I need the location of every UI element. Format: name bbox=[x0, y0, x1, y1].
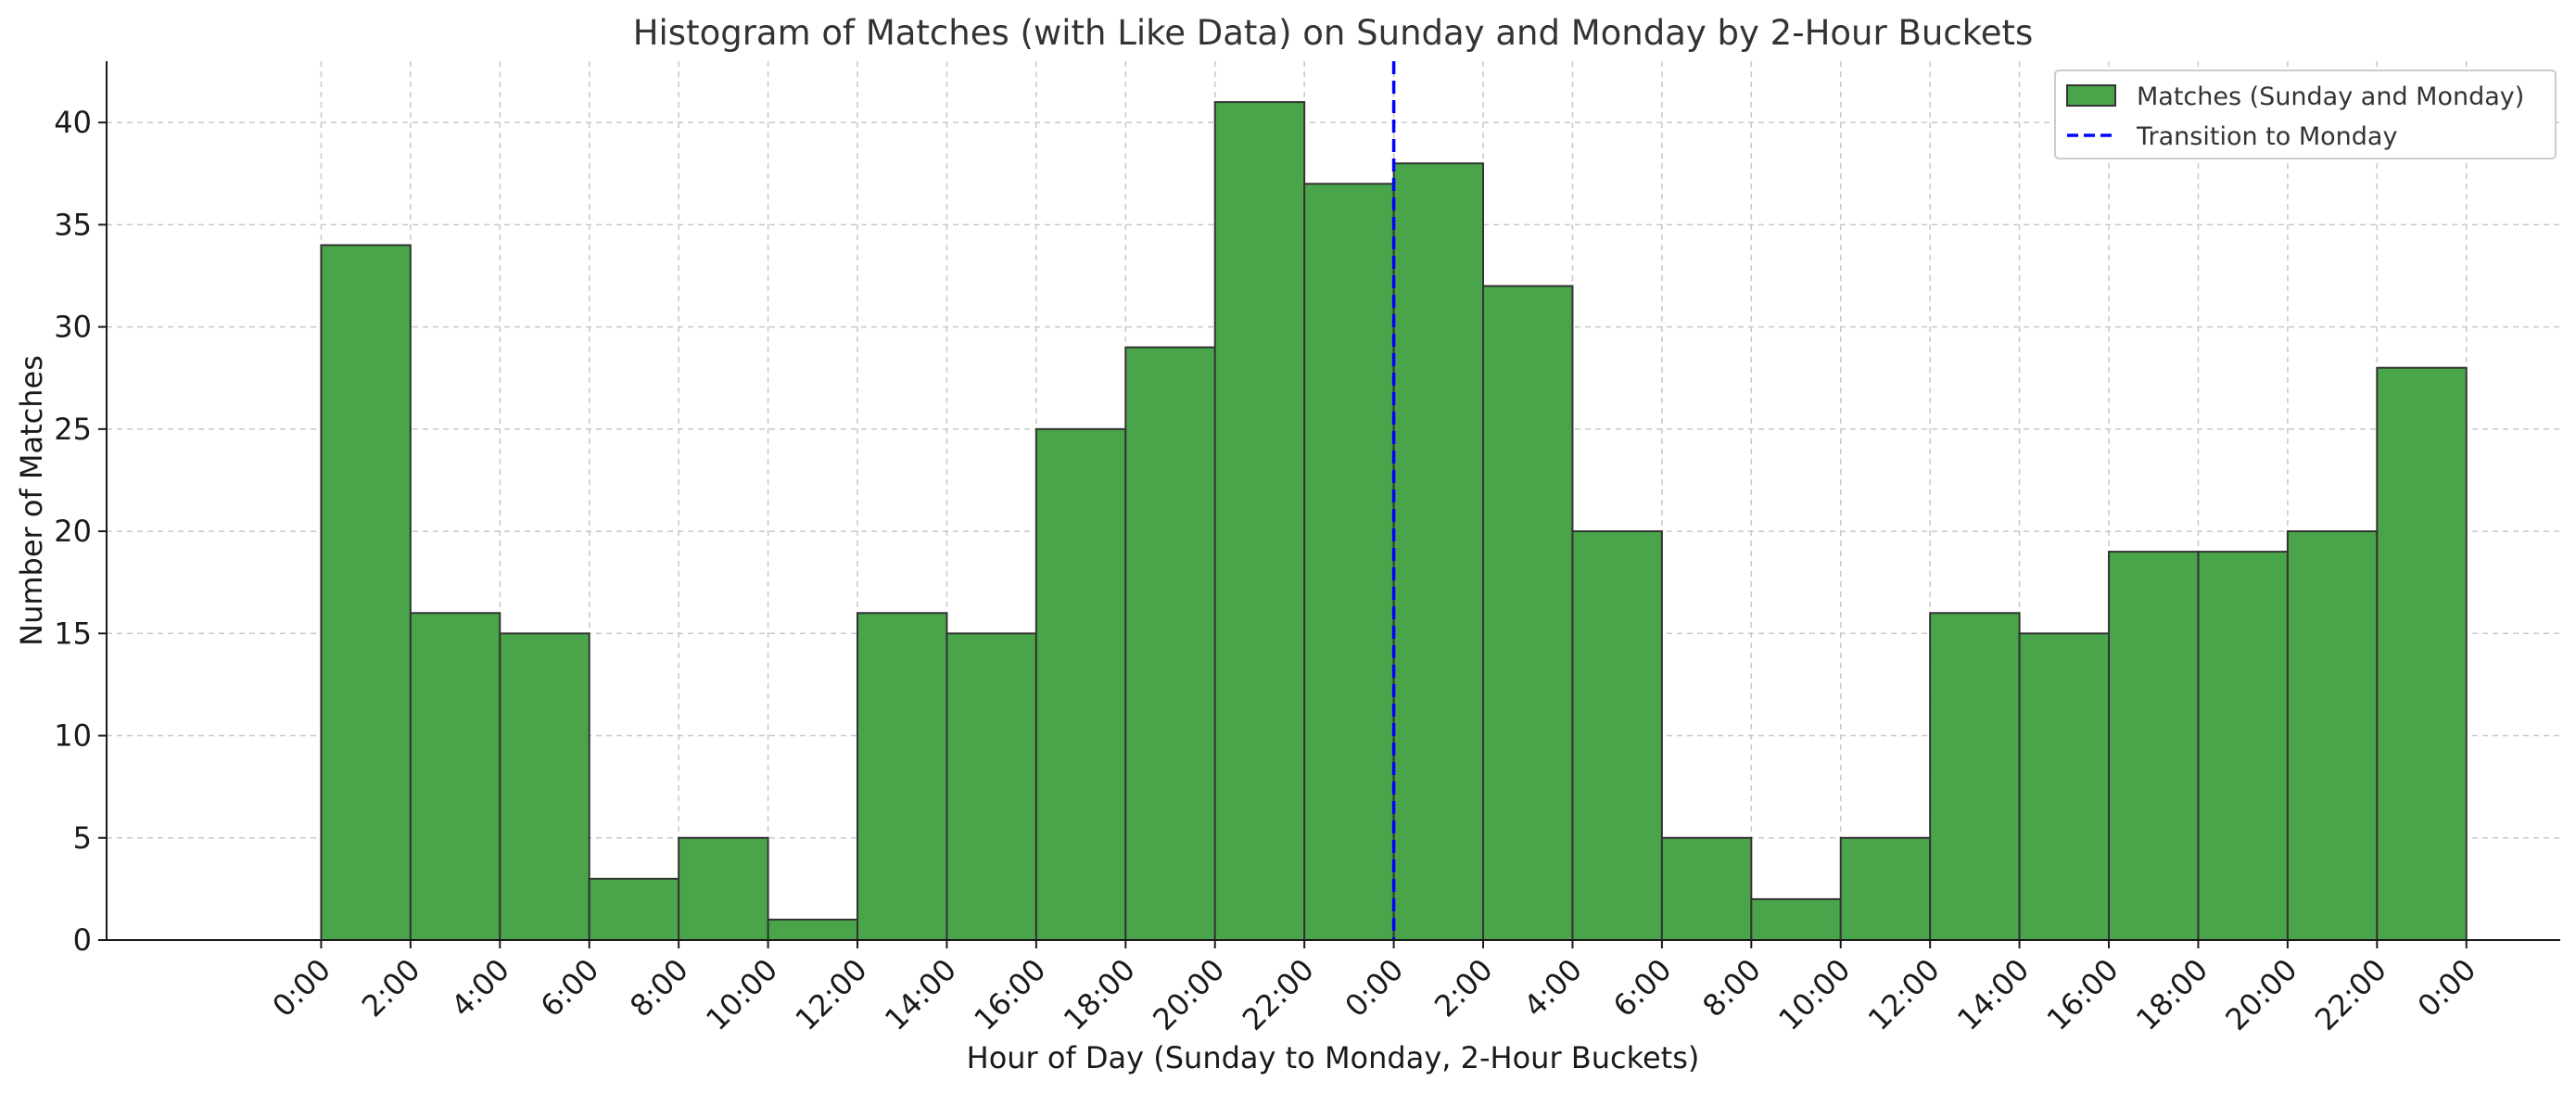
y-tick-label: 40 bbox=[54, 105, 92, 140]
histogram-bar bbox=[1124, 346, 1216, 941]
y-tick-label: 5 bbox=[73, 820, 92, 856]
histogram-bar bbox=[945, 632, 1037, 941]
histogram-bar bbox=[1660, 836, 1753, 942]
histogram-bar bbox=[409, 612, 501, 941]
histogram-bar bbox=[499, 632, 590, 941]
histogram-bar bbox=[1839, 836, 1932, 942]
legend: Matches (Sunday and Monday) Transition t… bbox=[2054, 70, 2557, 159]
legend-label-matches: Matches (Sunday and Monday) bbox=[2137, 83, 2524, 111]
axes bbox=[98, 61, 2560, 948]
y-tick-label: 35 bbox=[54, 207, 92, 242]
y-tick-label: 0 bbox=[73, 922, 92, 958]
bars bbox=[320, 101, 2468, 942]
histogram-bar bbox=[1750, 897, 1842, 942]
histogram-bar bbox=[857, 612, 948, 941]
histogram-bar bbox=[2197, 551, 2289, 941]
y-tick-label: 15 bbox=[54, 616, 92, 651]
y-tick-label: 20 bbox=[54, 514, 92, 549]
y-tick-label: 30 bbox=[54, 310, 92, 345]
legend-swatch-matches bbox=[2066, 84, 2116, 107]
histogram-bar bbox=[678, 836, 769, 942]
histogram-bar bbox=[320, 244, 412, 942]
x-axis-label: Hour of Day (Sunday to Monday, 2-Hour Bu… bbox=[967, 1040, 1700, 1075]
histogram-bar bbox=[1571, 530, 1663, 941]
histogram-bar bbox=[1213, 101, 1306, 942]
histogram-bar bbox=[767, 918, 859, 942]
histogram-bar bbox=[2376, 366, 2468, 941]
y-tick-label: 25 bbox=[54, 412, 92, 447]
y-tick-label: 10 bbox=[54, 718, 92, 754]
histogram-bar bbox=[2286, 530, 2379, 941]
histogram-bar bbox=[1929, 612, 2021, 941]
legend-box bbox=[2054, 70, 2557, 159]
histogram-bar bbox=[2108, 551, 2200, 941]
chart-title: Histogram of Matches (with Like Data) on… bbox=[633, 13, 2034, 53]
y-axis-label: Number of Matches bbox=[14, 355, 49, 646]
histogram-bar bbox=[1034, 427, 1127, 941]
legend-label-transition: Transition to Monday bbox=[2136, 122, 2397, 151]
histogram-bar bbox=[1482, 285, 1574, 941]
histogram-bar bbox=[2018, 632, 2111, 941]
histogram-bar bbox=[1303, 183, 1395, 942]
histogram-bar bbox=[588, 877, 680, 942]
histogram-bar bbox=[1392, 162, 1485, 942]
